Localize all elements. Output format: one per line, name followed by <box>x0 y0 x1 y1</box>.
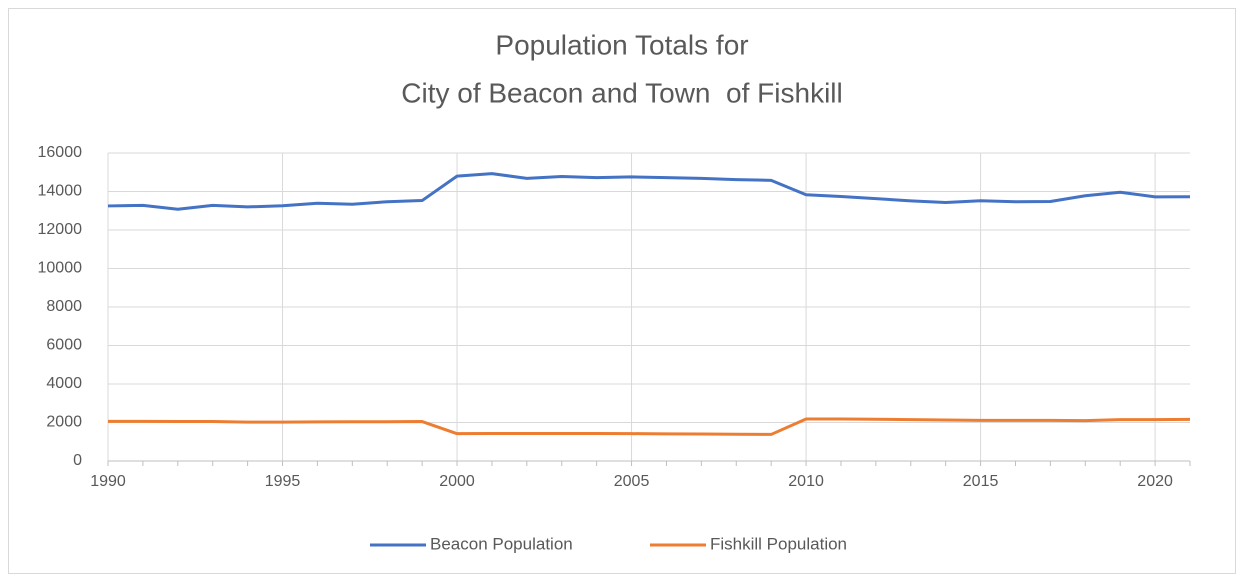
chart-border <box>8 8 1236 574</box>
y-tick-label: 10000 <box>38 260 83 277</box>
legend-label: Fishkill Population <box>710 534 847 553</box>
chart-title: City of Beacon and Town of Fishkill <box>401 77 842 108</box>
y-tick-label: 0 <box>73 452 82 469</box>
x-tick-label: 1995 <box>265 473 301 490</box>
y-tick-label: 4000 <box>46 375 82 392</box>
chart-title: Population Totals for <box>495 29 748 60</box>
y-tick-label: 6000 <box>46 337 82 354</box>
legend-label: Beacon Population <box>430 534 573 553</box>
x-tick-label: 2000 <box>439 473 475 490</box>
y-tick-label: 2000 <box>46 414 82 431</box>
x-tick-label: 2005 <box>614 473 650 490</box>
y-tick-label: 8000 <box>46 298 82 315</box>
x-tick-label: 2015 <box>963 473 999 490</box>
x-tick-label: 2020 <box>1137 473 1173 490</box>
y-tick-label: 12000 <box>38 221 83 238</box>
data-line <box>108 417 1191 436</box>
y-tick-label: 16000 <box>38 144 83 161</box>
y-tick-label: 14000 <box>38 183 83 200</box>
x-tick-label: 1990 <box>90 473 126 490</box>
data-line <box>107 172 1191 211</box>
x-tick-label: 2010 <box>788 473 824 490</box>
